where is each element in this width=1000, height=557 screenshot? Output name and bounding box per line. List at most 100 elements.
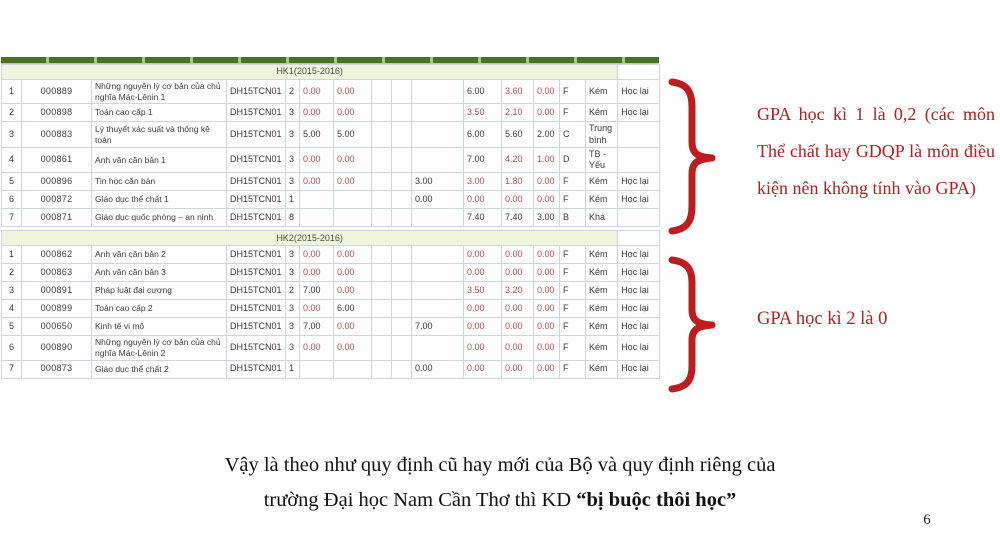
cell: F xyxy=(559,103,586,123)
cell: F xyxy=(559,263,586,283)
cell: 2 xyxy=(285,281,300,301)
cell: 000862 xyxy=(21,245,92,265)
cell xyxy=(391,281,412,301)
table-row: 1 000889 Những nguyên lý cơ bản của chủ ng… xyxy=(1,78,661,105)
cell: Kém xyxy=(584,263,619,283)
cell: 1.80 xyxy=(501,172,534,192)
cell: 0.00 xyxy=(533,190,560,210)
cell: Kém xyxy=(584,281,619,301)
cell: 0.00 xyxy=(501,299,534,319)
cell xyxy=(411,335,464,361)
cell xyxy=(371,281,392,301)
cell: 0.00 xyxy=(533,335,560,361)
cell: 0.00 xyxy=(333,317,372,337)
cell: 1.00 xyxy=(533,146,560,174)
cell: 0.00 xyxy=(333,78,372,105)
cell: Học lại xyxy=(617,190,661,210)
cell: 000871 xyxy=(21,208,92,228)
cell xyxy=(411,103,464,123)
semester-header-end-cell xyxy=(617,230,661,247)
cell: Giáo dục quốc phòng – an ninh xyxy=(91,208,227,228)
table-row: 7 000871 Giáo dục quốc phòng – an ninh DH15… xyxy=(1,208,661,228)
cell: Học lại xyxy=(617,335,661,361)
cell: F xyxy=(559,299,586,319)
cell: 000872 xyxy=(21,190,92,210)
cell xyxy=(391,317,412,337)
cell xyxy=(411,146,464,174)
cell: 7.00 xyxy=(411,317,464,337)
cell: Những nguyên lý cơ bản của chủ nghĩa Mác… xyxy=(91,78,227,105)
table-row: 3 000891 Pháp luật đại cương DH15TCN01 2 7.00… xyxy=(1,281,661,301)
table-row: 4 000861 Anh văn căn bản 1 DH15TCN01 3 0.00 0.… xyxy=(1,146,661,174)
cell: DH15TCN01 xyxy=(226,172,286,192)
cell: Anh văn căn bản 2 xyxy=(91,245,227,265)
cell: Kém xyxy=(584,78,619,105)
cell: 000883 xyxy=(21,121,92,148)
cell xyxy=(371,121,392,148)
cell: 3.20 xyxy=(501,281,534,301)
cell: Học lại xyxy=(617,172,661,192)
cell: 6.00 xyxy=(463,78,502,105)
cell: 000873 xyxy=(21,359,92,379)
cell: Toán cao cấp 2 xyxy=(91,299,227,319)
cell xyxy=(391,335,412,361)
cell: Trung bình xyxy=(584,121,619,148)
conclusion-text: Vậy là theo như quy định cũ hay mới của … xyxy=(0,448,1000,518)
cell: 3.00 xyxy=(533,208,560,228)
cell: Học lại xyxy=(617,103,661,123)
cell: Kém xyxy=(584,190,619,210)
cell xyxy=(617,208,661,228)
cell: F xyxy=(559,172,586,192)
cell: 0.00 xyxy=(501,190,534,210)
cell: 000891 xyxy=(21,281,92,301)
table-row: 3 000883 Lý thuyết xác suất và thống kê to… xyxy=(1,121,661,148)
cell: 0.00 xyxy=(299,245,334,265)
cell: Giáo dục thể chất 2 xyxy=(91,359,227,379)
cell: 3 xyxy=(285,299,300,319)
conclusion-line-1: Vậy là theo như quy định cũ hay mới của … xyxy=(224,454,776,476)
annotation-hk1: GPA học kì 1 là 0,2 (các môn Thể chất ha… xyxy=(757,96,995,207)
semester-title: HK2(2015-2016) xyxy=(0,230,619,247)
table-row: 2 000898 Toán cao cấp 1 DH15TCN01 3 0.00 0.00 3… xyxy=(1,103,661,123)
annotation-hk2-text: GPA học kì 2 là 0 xyxy=(757,309,888,329)
table-row: 4 000899 Toán cao cấp 2 DH15TCN01 3 0.00 6.00 0… xyxy=(1,299,661,319)
cell: 1 xyxy=(285,190,300,210)
cell: 000896 xyxy=(21,172,92,192)
cell xyxy=(299,359,334,379)
cell: Học lại xyxy=(617,78,661,105)
cell: 0.00 xyxy=(501,263,534,283)
table-row: 6 000872 Giáo dục thể chất 1 DH15TCN01 1 0.00… xyxy=(1,190,661,210)
cell: 1 xyxy=(1,78,22,105)
cell: 3.00 xyxy=(411,172,464,192)
annotation-hk1-text: GPA học kì 1 là 0,2 (các môn Thể chất ha… xyxy=(757,104,995,198)
cell: DH15TCN01 xyxy=(226,208,286,228)
cell: DH15TCN01 xyxy=(226,263,286,283)
cell: 3 xyxy=(285,121,300,148)
cell: DH15TCN01 xyxy=(226,103,286,123)
cell: 0.00 xyxy=(463,190,502,210)
cell: 2 xyxy=(1,263,22,283)
cell: 7.40 xyxy=(463,208,502,228)
cell xyxy=(333,359,372,379)
cell: 0.00 xyxy=(333,172,372,192)
cell xyxy=(411,245,464,265)
cell: 3.00 xyxy=(463,172,502,192)
cell: DH15TCN01 xyxy=(226,335,286,361)
cell: 1 xyxy=(285,359,300,379)
cell: 0.00 xyxy=(533,317,560,337)
cell: Pháp luật đại cương xyxy=(91,281,227,301)
cell: 3.50 xyxy=(463,103,502,123)
cell xyxy=(411,78,464,105)
cell: 6 xyxy=(1,335,22,361)
cell: 0.00 xyxy=(299,78,334,105)
cell: Khá xyxy=(584,208,619,228)
cell: DH15TCN01 xyxy=(226,317,286,337)
cell: 7 xyxy=(1,208,22,228)
cell xyxy=(391,190,412,210)
cell: DH15TCN01 xyxy=(226,146,286,174)
annotation-hk2: GPA học kì 2 là 0 xyxy=(757,309,887,330)
cell xyxy=(371,263,392,283)
cell: F xyxy=(559,359,586,379)
cell: 0.00 xyxy=(463,299,502,319)
cell xyxy=(391,172,412,192)
